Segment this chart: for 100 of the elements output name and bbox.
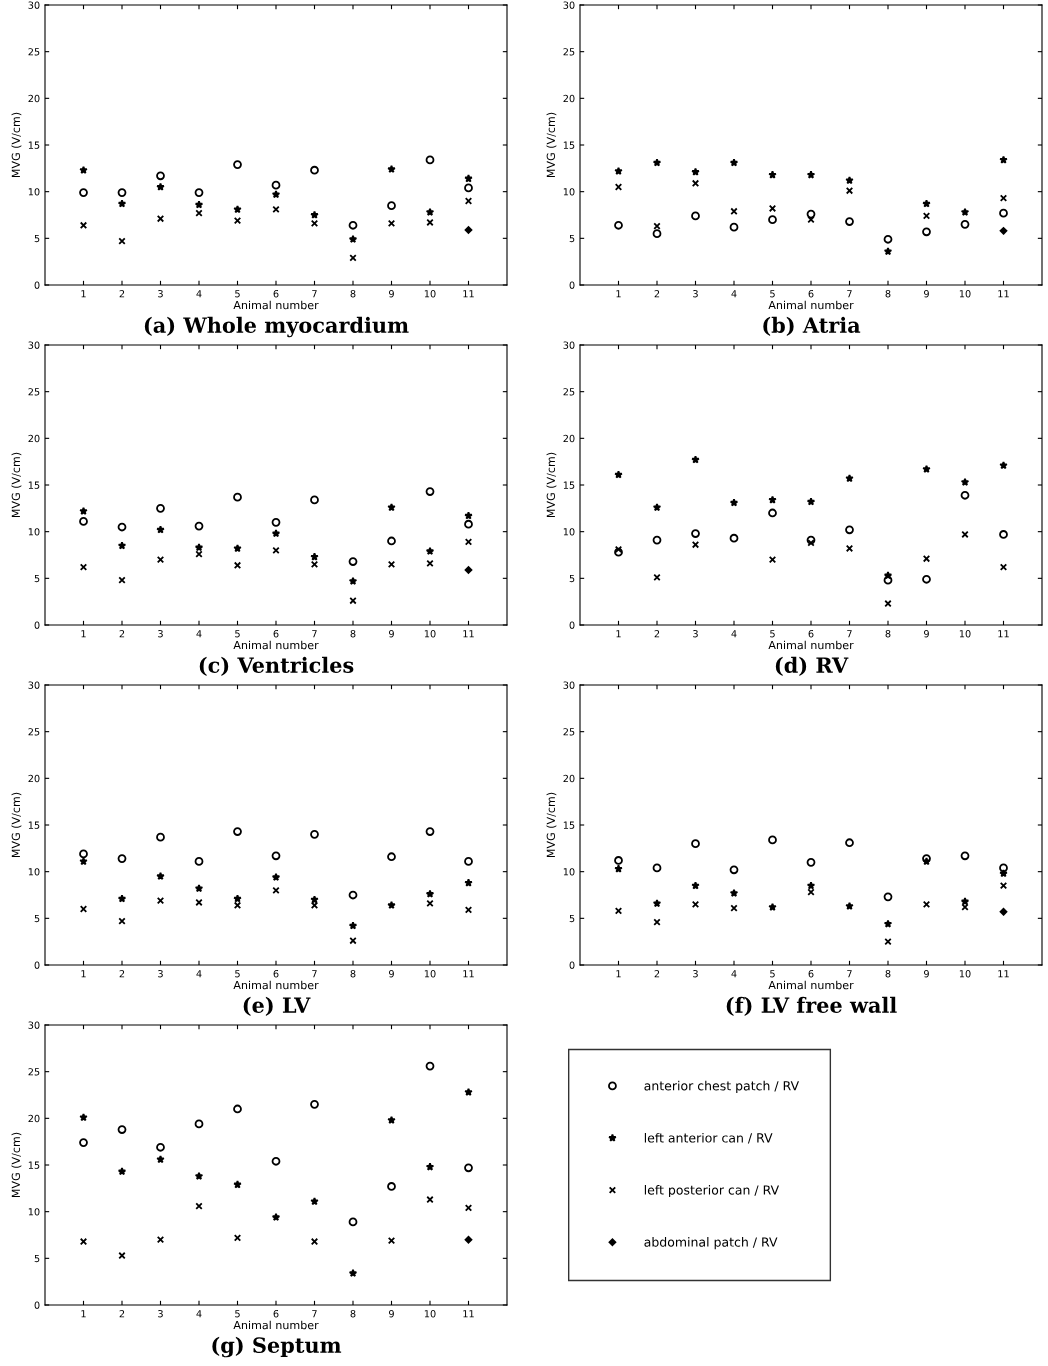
point — [652, 229, 662, 239]
point — [387, 164, 396, 173]
x-tick-label: 5 — [770, 970, 775, 978]
point — [117, 188, 127, 197]
legend-label: left anterior can / RV — [644, 1132, 773, 1144]
x-axis-title: Animal number — [233, 980, 319, 990]
point — [310, 165, 319, 175]
point — [999, 869, 1008, 878]
point — [271, 1156, 281, 1166]
x-tick-label: 10 — [959, 630, 971, 638]
x-tick-label: 5 — [235, 970, 240, 978]
point — [768, 204, 777, 213]
x-tick-label: 2 — [119, 1310, 125, 1318]
point — [845, 838, 854, 848]
point — [729, 865, 739, 875]
point — [845, 901, 854, 910]
x-tick-label: 6 — [273, 1310, 279, 1318]
point — [156, 555, 165, 564]
point — [310, 829, 319, 839]
point — [999, 881, 1008, 890]
point — [729, 888, 739, 897]
point — [652, 899, 662, 908]
point — [845, 474, 854, 483]
text: (f) LV free wall — [726, 996, 897, 1016]
y-tick-label: 5 — [569, 914, 575, 923]
y-tick-label: 0 — [569, 281, 575, 289]
y-tick-label: 30 — [28, 1021, 40, 1029]
point — [387, 560, 396, 569]
point — [79, 1138, 88, 1147]
x-tick-label: 10 — [959, 290, 971, 298]
point — [348, 220, 358, 230]
y-tick-label: 10 — [28, 188, 40, 196]
point — [233, 901, 242, 909]
point — [614, 166, 623, 175]
point — [883, 247, 893, 256]
point — [845, 217, 854, 226]
x-tick-label: 7 — [312, 630, 317, 638]
x-tick-label: 8 — [350, 970, 356, 978]
point — [999, 530, 1008, 539]
x-tick-label: 8 — [885, 290, 891, 298]
point — [156, 503, 165, 513]
text: (e) LV — [243, 996, 311, 1016]
x-tick-label: 7 — [847, 970, 852, 978]
y-tick-label: 0 — [569, 961, 575, 969]
y-tick-label: 15 — [563, 141, 575, 149]
point — [387, 900, 396, 909]
y-axis-title: MVG (V/cm) — [546, 112, 557, 178]
point — [806, 209, 816, 219]
point — [691, 881, 700, 890]
point — [614, 470, 623, 479]
point — [348, 921, 358, 930]
point — [614, 545, 623, 554]
point — [156, 1235, 165, 1244]
x-tick-label: 1 — [81, 630, 86, 638]
x-tick-label: 10 — [424, 630, 436, 638]
y-tick-label: 20 — [28, 94, 40, 103]
x-tick-label: 6 — [273, 290, 279, 298]
point — [464, 183, 473, 193]
point — [730, 207, 738, 215]
x-tick-label: 11 — [463, 970, 474, 978]
point — [768, 835, 777, 845]
y-tick-label: 30 — [28, 681, 40, 689]
point — [464, 566, 473, 574]
point — [425, 889, 435, 898]
x-tick-label: 9 — [389, 630, 394, 638]
point — [233, 216, 242, 225]
x-tick-label: 1 — [81, 290, 86, 298]
point — [195, 550, 203, 558]
point — [691, 179, 700, 187]
x-tick-label: 1 — [616, 970, 621, 978]
x-tick-label: 10 — [424, 970, 436, 978]
point — [691, 529, 700, 538]
x-tick-label: 3 — [158, 290, 163, 298]
point — [960, 851, 970, 861]
point — [960, 477, 970, 486]
point — [729, 498, 739, 507]
x-tick-label: 2 — [654, 970, 660, 978]
point — [156, 171, 165, 181]
x-tick-label: 4 — [196, 1310, 202, 1318]
point — [233, 1180, 242, 1189]
x-tick-label: 5 — [235, 290, 240, 298]
y-tick-label: 5 — [569, 574, 575, 583]
x-tick-label: 7 — [312, 970, 317, 978]
x-tick-label: 3 — [693, 630, 698, 638]
point — [464, 1163, 473, 1173]
point — [614, 220, 623, 230]
point — [652, 503, 662, 512]
y-tick-label: 25 — [563, 728, 575, 736]
point — [156, 1142, 165, 1152]
point — [310, 560, 319, 569]
y-tick-label: 10 — [28, 528, 40, 536]
x-tick-label: 10 — [424, 1310, 436, 1318]
point — [387, 1115, 396, 1124]
point — [425, 207, 435, 216]
y-tick-label: 25 — [28, 728, 40, 736]
point — [117, 1125, 127, 1134]
point — [195, 1202, 203, 1210]
x-tick-label: 8 — [350, 1310, 356, 1318]
x-tick-label: 2 — [119, 970, 125, 978]
point — [79, 221, 88, 229]
